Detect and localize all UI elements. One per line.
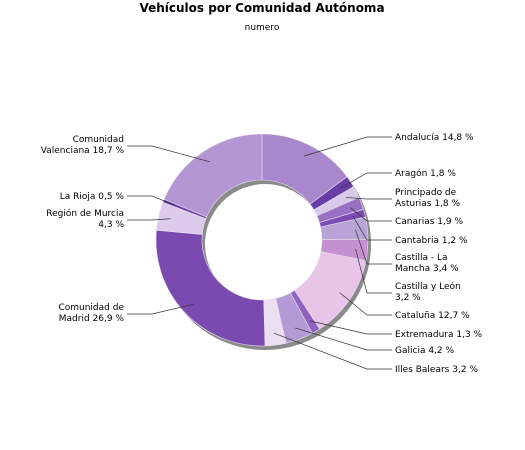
label-extremadura: Extremadura 1,3 % bbox=[395, 330, 483, 340]
label-comunidad-valenciana: Comunidad Valenciana 18,7 % bbox=[41, 135, 125, 156]
chart-subtitle: numero bbox=[245, 23, 280, 33]
label-castilla-la-mancha: Castilla - La Mancha 3,4 % bbox=[395, 253, 459, 274]
label-region-de-murcia: Región de Murcia 4,3 % bbox=[46, 208, 124, 230]
label-illes-balears: Illes Balears 3,2 % bbox=[395, 365, 478, 375]
donut-slices bbox=[155, 133, 369, 347]
label-cantabria: Cantabria 1,2 % bbox=[395, 236, 468, 246]
leader-illes-balears bbox=[273, 332, 392, 370]
label-castilla-y-leon: Castilla y León 3,2 % bbox=[395, 281, 461, 303]
leader-comunidad-valenciana bbox=[127, 145, 210, 163]
leader-aragon bbox=[340, 172, 392, 189]
leader-galicia bbox=[295, 327, 392, 351]
slice-comunidad-valenciana bbox=[163, 133, 263, 218]
leader-andalucia bbox=[304, 136, 392, 157]
leader-region-de-murcia bbox=[127, 218, 171, 221]
leader-cataluna bbox=[339, 292, 392, 316]
slice-comunidad-de-madrid bbox=[155, 229, 266, 347]
label-la-rioja: La Rioja 0,5 % bbox=[60, 192, 125, 202]
leader-castilla-la-mancha bbox=[355, 229, 392, 265]
leader-principado-de-asturias bbox=[345, 197, 392, 200]
leader-lines bbox=[127, 136, 392, 370]
leader-canarias bbox=[349, 207, 392, 222]
leader-cantabria bbox=[352, 215, 392, 241]
leader-comunidad-de-madrid bbox=[127, 303, 194, 315]
label-aragon: Aragón 1,8 % bbox=[395, 168, 456, 179]
leader-la-rioja bbox=[127, 195, 175, 206]
label-canarias: Canarias 1,9 % bbox=[395, 217, 463, 227]
label-galicia: Galicia 4,2 % bbox=[395, 346, 454, 356]
leader-extremadura bbox=[309, 320, 392, 335]
slice-labels: Andalucía 14,8 % Aragón 1,8 % Principado d… bbox=[41, 133, 483, 375]
label-cataluna: Cataluña 12,7 % bbox=[395, 311, 470, 321]
label-principado-de-asturias: Principado de Asturias 1,8 % bbox=[395, 188, 461, 209]
label-comunidad-de-madrid: Comunidad de Madrid 26,9 % bbox=[58, 303, 124, 324]
chart-title: Vehículos por Comunidad Autónoma bbox=[139, 1, 384, 15]
leader-castilla-y-leon bbox=[355, 248, 392, 294]
label-andalucia: Andalucía 14,8 % bbox=[395, 133, 474, 143]
